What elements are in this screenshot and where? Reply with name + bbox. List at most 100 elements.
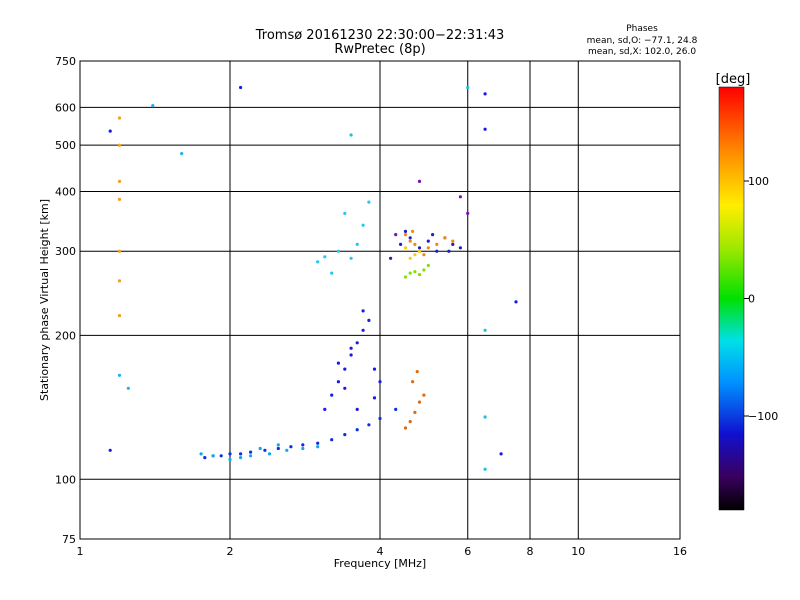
data-point [117,279,122,283]
data-point [343,211,347,215]
data-point [483,328,487,332]
data-point [228,457,232,462]
data-point [117,249,122,253]
data-point [378,416,382,421]
data-point [389,256,393,260]
data-point [355,242,359,246]
data-point [408,236,412,240]
data-point [413,270,417,274]
colorbar-ticks: 100 0 −100 [744,175,778,423]
data-point [417,400,422,404]
data-point [408,420,412,424]
data-point [417,246,422,250]
data-point [323,255,327,259]
colorbar-tick-label: −100 [748,410,778,423]
data-point [426,246,430,250]
data-point [372,396,377,400]
data-point [426,239,430,243]
data-point [403,246,408,250]
data-point [411,380,415,384]
data-point [117,314,122,318]
x-tick-label: 16 [673,545,687,558]
data-point [151,104,155,108]
data-point [301,443,305,447]
data-point [349,346,353,350]
data-point [336,249,340,253]
data-point [426,263,430,268]
data-point [403,275,408,279]
data-point [355,428,359,432]
phase-info-title: Phases [626,24,658,34]
data-point [349,353,353,357]
data-point [330,438,334,442]
data-point [399,242,403,246]
data-point [180,152,184,156]
data-point [239,85,243,90]
colorbar-tick-label: 100 [748,175,769,188]
data-point [258,446,262,451]
data-point [239,456,243,460]
data-point [117,197,122,201]
data-point [417,249,422,253]
data-point [367,423,371,427]
x-axis-label: Frequency [MHz] [334,557,426,570]
data-point [431,233,435,237]
colorbar-title: [deg] [716,72,751,87]
data-point [117,143,122,147]
data-point [336,380,340,384]
data-point [239,452,243,456]
colorbar-tick-label: 0 [748,293,755,306]
data-point [413,253,417,257]
data-point [451,242,455,246]
data-point [367,318,371,322]
data-point [413,242,417,246]
data-point [219,454,223,458]
data-point [330,393,334,397]
data-point [367,200,371,204]
data-point [249,454,253,458]
data-point [361,309,365,313]
data-point [435,242,439,246]
phase-info-x: mean, sd,X: 102.0, 26.0 [588,47,696,57]
data-point [263,448,267,452]
chart-title: Tromsø 20161230 22:30:00−22:31:43 [255,28,505,43]
data-point [285,448,289,452]
data-point [394,407,398,411]
data-point [458,246,462,250]
data-point [514,300,518,304]
data-point [361,328,365,332]
data-point [330,271,334,275]
data-point [211,454,215,458]
data-point [458,195,462,199]
x-tick-label: 4 [377,545,384,558]
data-point [343,433,347,437]
x-tick-label: 8 [527,545,534,558]
data-point [316,441,320,445]
data-point [117,179,122,183]
y-axis: 75 100 200 300 400 500 600 750 [55,55,76,546]
data-point [451,239,455,243]
data-point [447,249,451,253]
data-point [343,367,347,371]
data-point [228,452,232,456]
data-point [378,380,382,384]
data-point [126,386,130,390]
data-point [435,249,439,253]
data-point [289,445,293,449]
data-point [355,407,359,411]
y-tick-label: 300 [55,245,76,258]
data-point [355,341,359,345]
y-tick-label: 500 [55,139,76,152]
data-point [403,426,408,430]
data-point [422,253,426,257]
data-point [394,233,398,237]
x-tick-label: 1 [77,545,84,558]
data-point [336,361,340,365]
y-tick-label: 200 [55,329,76,342]
data-point [411,229,415,233]
x-tick-label: 10 [571,545,585,558]
data-point [343,386,347,390]
data-point [316,260,320,264]
data-point [415,370,419,374]
data-point [413,410,417,414]
